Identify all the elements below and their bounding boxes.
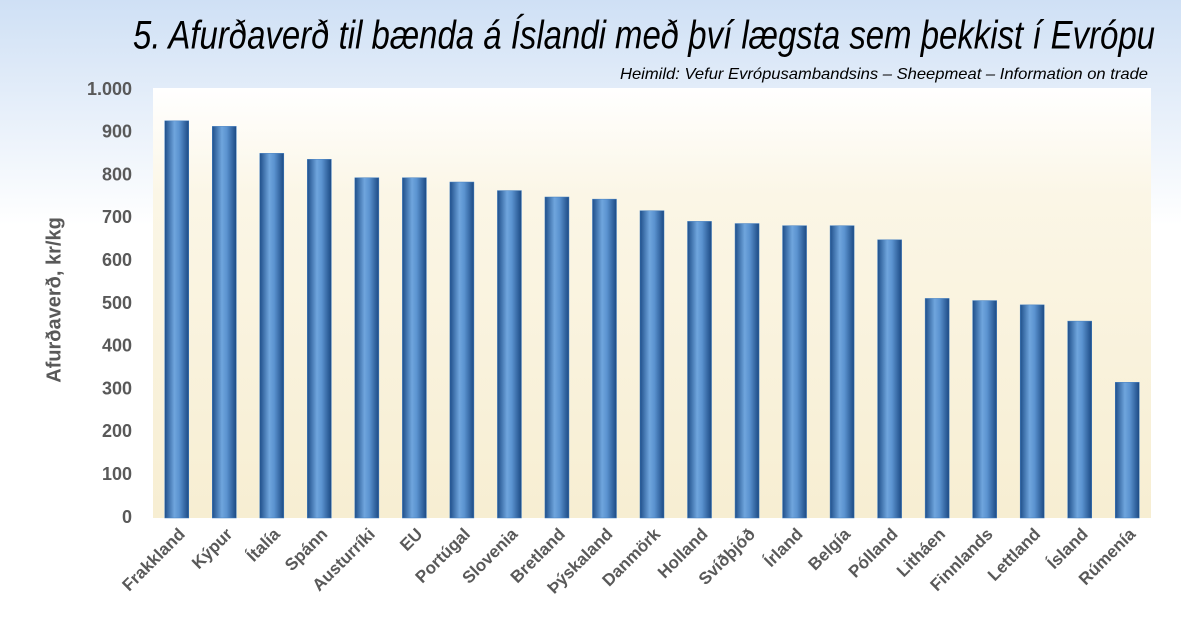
bar [734,223,760,519]
bar [164,120,190,519]
bar [687,221,712,519]
bar [639,210,665,519]
y-tick-label: 900 [102,122,132,142]
bar [924,298,950,519]
y-tick-label: 600 [102,250,132,270]
y-axis-label: Afurðaverð, kr/kg [43,217,65,383]
bar [1114,382,1140,519]
y-tick-label: 0 [122,507,132,527]
bar [1019,304,1045,519]
y-tick-label: 500 [102,293,132,313]
y-tick-label: 300 [102,378,132,398]
bar [259,153,285,519]
bar [544,196,570,519]
bar [782,225,807,519]
bar [497,190,522,519]
y-tick-label: 100 [102,464,132,484]
y-tick-label: 700 [102,207,132,227]
chart-subtitle: Heimild: Vefur Evrópusambandsins – Sheep… [620,66,1148,83]
chart-title: 5. Afurðaverð til bænda á Íslandi með þv… [133,13,1155,58]
y-tick-label: 200 [102,421,132,441]
bar [592,198,617,519]
bar [972,300,997,519]
bar [877,239,902,519]
bar [1067,320,1092,519]
y-tick-label: 800 [102,164,132,184]
bar [212,126,237,519]
y-tick-label: 400 [102,336,132,356]
bar [829,225,855,519]
bar [354,177,380,519]
bar [402,177,427,519]
bar [449,181,475,519]
y-tick-label: 1.000 [87,79,132,99]
bar [307,159,332,519]
